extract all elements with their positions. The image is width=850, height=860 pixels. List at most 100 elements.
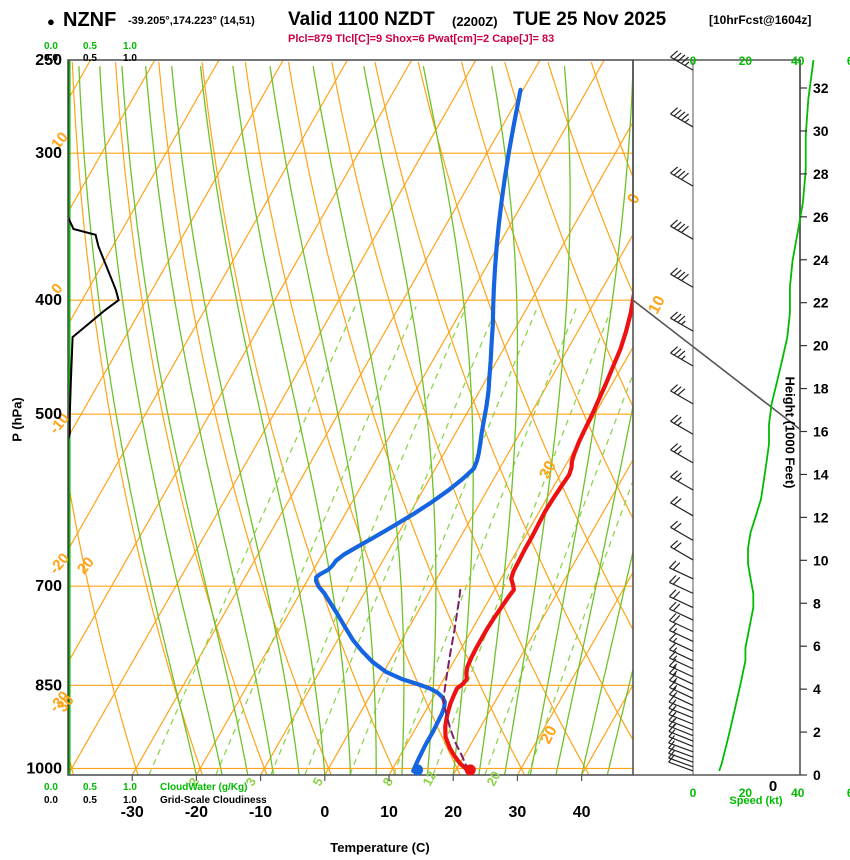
height-tick-label: 18	[813, 381, 829, 397]
wind-barb-full	[673, 348, 682, 356]
grid-label: 0	[625, 191, 644, 207]
wind-barb-full	[670, 470, 678, 478]
wind-barb-full	[672, 576, 681, 585]
valid-time: Valid 1100 NZDT	[288, 9, 435, 30]
isotherm-line	[68, 60, 477, 775]
legend-top-left: 0.0 0.5 1.0 0.0 0.5 1.0	[40, 41, 170, 65]
wind-barb-staff	[669, 581, 694, 594]
wind-barb-full	[668, 740, 675, 749]
pressure-axis: 250 300 400 500 700 850 1000	[26, 52, 62, 777]
moist-adiabat-line	[555, 402, 633, 775]
wind-barb-full	[668, 735, 675, 744]
pressure-tick-label: 700	[35, 578, 62, 595]
wind-barb-full	[673, 542, 682, 550]
legend-cw-1: 0.5	[83, 41, 97, 52]
wind-barb-full	[668, 658, 677, 667]
pressure-tick-label: 1000	[26, 760, 62, 777]
surface-dewpoint-marker	[412, 764, 424, 776]
height-tick-label: 8	[813, 595, 821, 611]
mixing-ratio-line	[148, 306, 356, 775]
wind-barb-full	[668, 687, 677, 695]
wind-barb-full	[668, 673, 677, 681]
surface-temperature-marker	[464, 764, 476, 776]
moist-adiabat-line	[580, 549, 633, 775]
height-tick-label: 16	[813, 424, 829, 440]
temperature-axis: -30 -20 -10 0 10 20 30 40	[121, 775, 591, 821]
wind-barb-full	[668, 575, 677, 583]
cloudiness-trace	[68, 60, 120, 771]
temperature-tick-label: 40	[573, 804, 591, 821]
legend-cloudwater-bottom: 0.0 0.5 1.0 CloudWater (g/Kg)	[40, 782, 340, 795]
legend-cloudwater-top: 0.0 0.5 1.0	[40, 41, 170, 53]
pressure-tick-label: 300	[35, 145, 62, 162]
valid-time-utc: (2200Z)	[452, 14, 498, 29]
wind-barb-full	[670, 219, 678, 227]
wind-barb-full	[677, 54, 686, 62]
wind-barb-half	[680, 355, 686, 360]
parcel-curve	[442, 585, 470, 772]
height-tick-label: 22	[813, 295, 829, 311]
wind-barb-full	[672, 614, 681, 623]
height-tick-label: 12	[813, 509, 829, 525]
mixing-ratio-line	[484, 372, 633, 775]
mixing-ratio-line	[432, 306, 613, 775]
wind-barb-full	[668, 613, 677, 621]
wind-barb-full	[668, 718, 676, 727]
dry-adiabat-line	[201, 61, 397, 775]
wind-barb-full	[668, 745, 675, 754]
legend-cl-1: 0.5	[83, 53, 97, 64]
wind-barb-full	[681, 225, 689, 233]
moist-adiabat-line	[503, 66, 571, 775]
station-coords: -39.205°,174.223° (14,51)	[128, 15, 255, 27]
isotherm-line	[516, 571, 633, 775]
wind-barb-full	[670, 443, 678, 451]
wind-barb-full	[677, 388, 686, 396]
wind-barb-staff	[670, 449, 694, 464]
temperature-tick-label: 30	[509, 804, 527, 821]
wind-barb-half	[684, 61, 690, 66]
wind-barb-full	[673, 221, 682, 229]
speed-axis: 002020404066	[690, 54, 850, 800]
surface-markers	[412, 764, 476, 776]
wind-barb-staff	[668, 757, 694, 768]
temperature-tick-label: -20	[185, 804, 208, 821]
cloudiness-profile	[68, 60, 120, 771]
wind-barb-full	[670, 166, 678, 174]
wind-barb-staff	[670, 526, 694, 541]
wind-barb-full	[668, 665, 677, 674]
moist-adiabat-line	[422, 65, 474, 775]
dewpoint-curve	[314, 87, 523, 773]
pressure-axis-label: P (hPa)	[9, 397, 25, 442]
mixing-ratio-line	[304, 306, 498, 775]
height-tick-label: 20	[813, 338, 829, 354]
legend-cw-0: 0.0	[44, 41, 58, 52]
wind-barb-full	[673, 109, 682, 117]
pressure-tick-label: 400	[35, 292, 62, 309]
moist-adiabat-line	[121, 66, 249, 775]
wind-barb-staff	[668, 742, 694, 753]
dry-adiabat-line	[504, 61, 633, 409]
grid-label: 20	[74, 554, 98, 578]
wind-barb-full	[677, 315, 686, 323]
wind-barb-full	[668, 589, 677, 598]
mixing-ratio-label: 20	[483, 769, 503, 789]
height-tick-label: 14	[813, 466, 829, 482]
isotherm-line	[581, 683, 633, 775]
moist-adiabat-line	[529, 66, 633, 775]
wind-barb-full	[670, 267, 678, 275]
isotherm-line	[324, 233, 633, 775]
pressure-tick-label: 250	[35, 52, 62, 69]
valid-date: TUE 25 Nov 2025	[513, 9, 667, 30]
wind-barb-full	[677, 111, 686, 119]
wind-barb-full	[673, 445, 682, 453]
wind-barb-full	[668, 754, 675, 763]
dry-adiabat-line	[374, 61, 633, 742]
wind-barb-staff	[668, 725, 694, 737]
isotherm-line	[710, 60, 850, 775]
wind-barb-full	[668, 642, 677, 651]
cw-tick-2: 1.0	[123, 782, 137, 793]
wind-barb-staff	[668, 752, 694, 763]
legend-cl-0: 0.0	[44, 53, 58, 64]
